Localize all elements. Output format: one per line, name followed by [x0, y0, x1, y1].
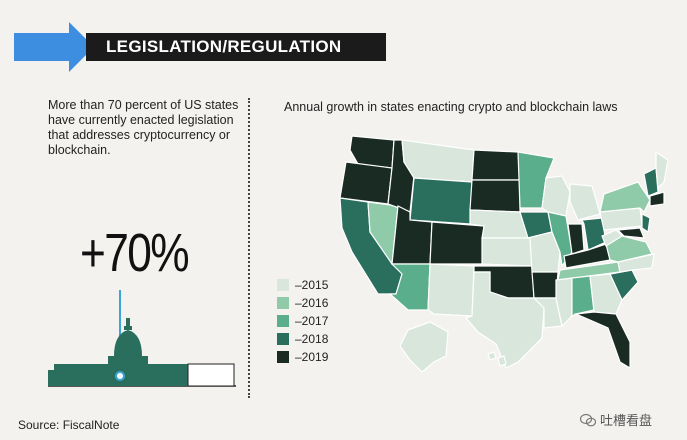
legend-item: –2017	[277, 312, 328, 330]
legend-item: –2019	[277, 348, 328, 366]
us-map	[339, 135, 668, 373]
legend-label: –2016	[295, 296, 329, 310]
legend-item: –2016	[277, 294, 328, 312]
arrow-icon	[14, 22, 94, 72]
legend-label: –2018	[295, 332, 329, 346]
stat-value: +70%	[80, 223, 190, 283]
intro-text: More than 70 percent of US states have c…	[48, 98, 239, 157]
banner-bar	[86, 33, 386, 61]
legend-item: –2015	[277, 276, 328, 294]
map-title: Annual growth in states enacting crypto …	[284, 100, 618, 114]
legend-label: –2017	[295, 314, 329, 328]
capitol-illustration	[48, 290, 236, 387]
legend-swatch	[277, 351, 289, 363]
watermark-text: 吐槽看盘	[600, 413, 653, 428]
legend-label: –2015	[295, 278, 329, 292]
chat-bubble-icon	[580, 413, 596, 426]
legend-item: –2018	[277, 330, 328, 348]
divider	[248, 98, 250, 398]
source-note: Source: FiscalNote	[18, 418, 120, 432]
legend-swatch	[277, 333, 289, 345]
map-legend: –2015 –2016 –2017 –2018 –2019	[277, 276, 328, 366]
legend-label: –2019	[295, 350, 329, 364]
legend-swatch	[277, 297, 289, 309]
legend-swatch	[277, 315, 289, 327]
watermark: 吐槽看盘	[580, 410, 652, 429]
legend-swatch	[277, 279, 289, 291]
page-title: LEGISLATION/REGULATION	[106, 37, 342, 56]
header-banner: LEGISLATION/REGULATION	[14, 22, 386, 72]
